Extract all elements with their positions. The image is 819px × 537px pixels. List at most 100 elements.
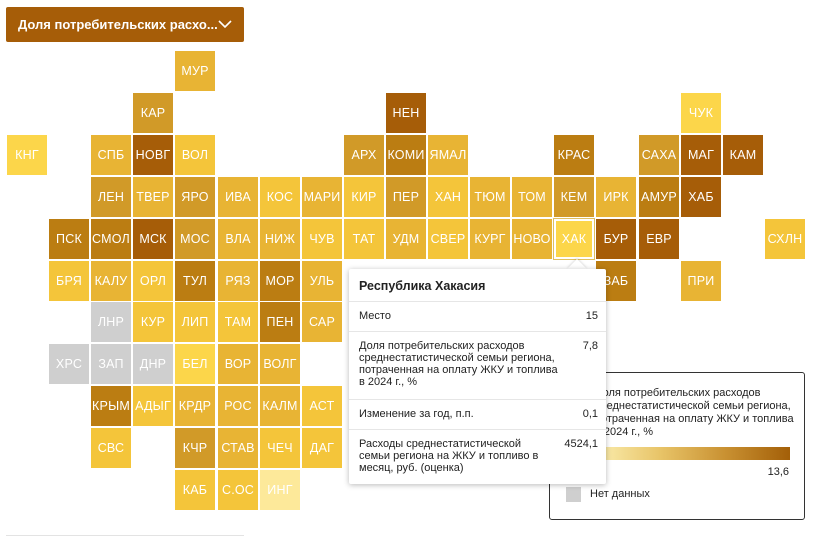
region-tile-пен[interactable]: ПЕН [260, 302, 300, 342]
region-tile-чук[interactable]: ЧУК [681, 93, 721, 133]
region-tile-удм[interactable]: УДМ [386, 219, 426, 259]
region-tile-рос[interactable]: РОС [218, 386, 258, 426]
region-tile-аст[interactable]: АСТ [302, 386, 342, 426]
region-tile-став[interactable]: СТАВ [218, 428, 258, 468]
region-tile-вла[interactable]: ВЛА [218, 219, 258, 259]
region-tile-смол[interactable]: СМОЛ [91, 219, 131, 259]
region-tile-саха[interactable]: САХА [639, 135, 679, 175]
legend-nodata-swatch [566, 487, 581, 502]
region-tile-крас[interactable]: КРАС [554, 135, 594, 175]
region-tile-тул[interactable]: ТУЛ [175, 261, 215, 301]
region-tile-хаб[interactable]: ХАБ [681, 177, 721, 217]
chevron-down-icon [218, 20, 232, 29]
tooltip-title: Республика Хакасия [359, 279, 486, 293]
tooltip-row-expenses: Расходы среднестатистической семьи регио… [349, 429, 606, 484]
tooltip-row-label: Доля потребительских расходов среднестат… [359, 340, 558, 388]
region-tile-там[interactable]: ТАМ [218, 302, 258, 342]
region-tile-бур[interactable]: БУР [596, 219, 636, 259]
region-tile-бел[interactable]: БЕЛ [175, 344, 215, 384]
region-tile-тат[interactable]: ТАТ [344, 219, 384, 259]
region-tile-ново[interactable]: НОВО [512, 219, 552, 259]
region-tile-ямал[interactable]: ЯМАЛ [428, 135, 468, 175]
region-tile-даг[interactable]: ДАГ [302, 428, 342, 468]
region-tile-яро[interactable]: ЯРО [175, 177, 215, 217]
region-tile-каб[interactable]: КАБ [175, 470, 215, 510]
indicator-dropdown-label: Доля потребительских расхо... [18, 17, 218, 32]
tooltip-row-rank: Место 15 [349, 301, 606, 331]
region-tile-кир[interactable]: КИР [344, 177, 384, 217]
tooltip-row-label: Расходы среднестатистической семьи регио… [359, 438, 539, 474]
tooltip-row-change: Изменение за год, п.п. 0,1 [349, 399, 606, 429]
region-tile-ива[interactable]: ИВА [218, 177, 258, 217]
region-tile-кам[interactable]: КАМ [723, 135, 763, 175]
legend-title: Доля потребительских расходов среднестат… [595, 387, 794, 438]
region-tile-крым[interactable]: КРЫМ [91, 386, 131, 426]
region-tile-мск[interactable]: МСК [133, 219, 173, 259]
region-tile-лен[interactable]: ЛЕН [91, 177, 131, 217]
region-tile-при[interactable]: ПРИ [681, 261, 721, 301]
region-tile-ниж[interactable]: НИЖ [260, 219, 300, 259]
indicator-dropdown[interactable]: Доля потребительских расхо... [6, 7, 244, 42]
region-tile-чеч[interactable]: ЧЕЧ [260, 428, 300, 468]
region-tile-нен[interactable]: НЕН [386, 93, 426, 133]
region-tile-арх[interactable]: АРХ [344, 135, 384, 175]
tooltip-row-label: Изменение за год, п.п. [359, 408, 474, 420]
tooltip-row-value: 7,8 [582, 340, 598, 352]
region-tile-маг[interactable]: МАГ [681, 135, 721, 175]
tooltip-arrow [567, 259, 587, 269]
region-tile-свер[interactable]: СВЕР [428, 219, 468, 259]
region-tile-уль[interactable]: УЛЬ [302, 261, 342, 301]
region-tile-ряз[interactable]: РЯЗ [218, 261, 258, 301]
tooltip-row-label: Место [359, 310, 391, 322]
region-tile-схлн[interactable]: СХЛН [765, 219, 805, 259]
region-tile-сар[interactable]: САР [302, 302, 342, 342]
region-tile-кос[interactable]: КОС [260, 177, 300, 217]
region-tile-хак[interactable]: ХАК [554, 219, 594, 259]
region-tile-калм[interactable]: КАЛМ [260, 386, 300, 426]
region-tile-бря[interactable]: БРЯ [49, 261, 89, 301]
region-tile-лнр[interactable]: ЛНР [91, 302, 131, 342]
region-tile-орл[interactable]: ОРЛ [133, 261, 173, 301]
region-tile-пер[interactable]: ПЕР [386, 177, 426, 217]
region-tile-чув[interactable]: ЧУВ [302, 219, 342, 259]
tooltip-row-value: 4524,1 [564, 438, 598, 450]
region-tile-новг[interactable]: НОВГ [133, 135, 173, 175]
region-tile-адыг[interactable]: АДЫГ [133, 386, 173, 426]
region-tile-хан[interactable]: ХАН [428, 177, 468, 217]
divider [6, 535, 244, 536]
region-tile-калу[interactable]: КАЛУ [91, 261, 131, 301]
region-tile-вор[interactable]: ВОР [218, 344, 258, 384]
region-tile-кар[interactable]: КАР [133, 93, 173, 133]
region-tile-мор[interactable]: МОР [260, 261, 300, 301]
region-tile-с.ос[interactable]: С.ОС [218, 470, 258, 510]
region-tile-кнг[interactable]: КНГ [7, 135, 47, 175]
region-tile-вол[interactable]: ВОЛ [175, 135, 215, 175]
region-tile-спб[interactable]: СПБ [91, 135, 131, 175]
region-tile-инг[interactable]: ИНГ [260, 470, 300, 510]
region-tile-коми[interactable]: КОМИ [386, 135, 426, 175]
region-tile-хрс[interactable]: ХРС [49, 344, 89, 384]
region-tile-зап[interactable]: ЗАП [91, 344, 131, 384]
region-tile-свс[interactable]: СВС [91, 428, 131, 468]
region-tile-кем[interactable]: КЕМ [554, 177, 594, 217]
region-tile-том[interactable]: ТОМ [512, 177, 552, 217]
region-tile-кур[interactable]: КУР [133, 302, 173, 342]
region-tile-твер[interactable]: ТВЕР [133, 177, 173, 217]
region-tile-мур[interactable]: МУР [175, 51, 215, 91]
region-tile-мари[interactable]: МАРИ [302, 177, 342, 217]
region-tile-днр[interactable]: ДНР [133, 344, 173, 384]
region-tile-волг[interactable]: ВОЛГ [260, 344, 300, 384]
region-tile-лип[interactable]: ЛИП [175, 302, 215, 342]
region-tile-евр[interactable]: ЕВР [639, 219, 679, 259]
tooltip-row-share: Доля потребительских расходов среднестат… [349, 331, 606, 399]
region-tile-кург[interactable]: КУРГ [470, 219, 510, 259]
region-tile-амур[interactable]: АМУР [639, 177, 679, 217]
region-tile-тюм[interactable]: ТЮМ [470, 177, 510, 217]
region-tile-ирк[interactable]: ИРК [596, 177, 636, 217]
region-tile-мос[interactable]: МОС [175, 219, 215, 259]
tooltip-row-value: 15 [585, 310, 598, 322]
region-tile-крдр[interactable]: КРДР [175, 386, 215, 426]
region-tile-пск[interactable]: ПСК [49, 219, 89, 259]
region-tile-кчр[interactable]: КЧР [175, 428, 215, 468]
